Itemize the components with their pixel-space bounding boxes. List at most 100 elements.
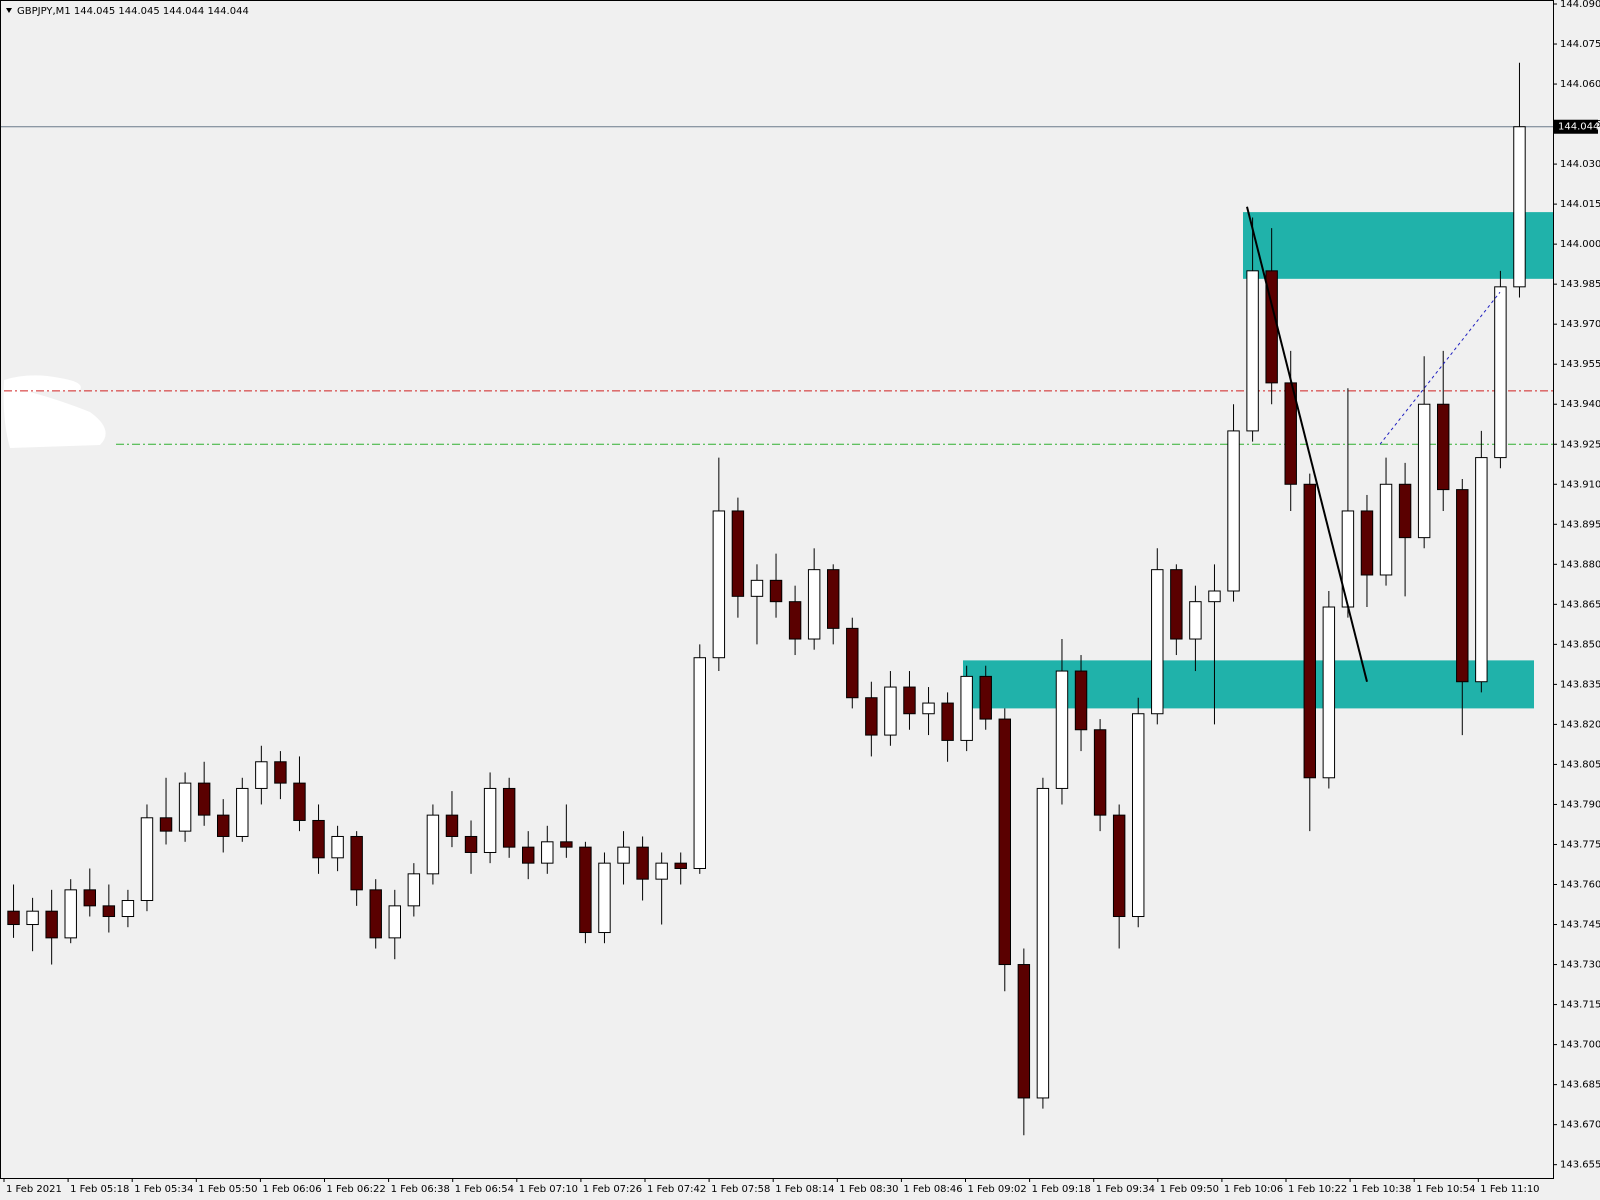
y-tick-label: 143.985: [1560, 279, 1600, 290]
x-tick-label: 1 Feb 08:30: [839, 1184, 898, 1195]
candle-body: [140, 817, 154, 902]
candle-body: [1093, 729, 1107, 816]
candle-body: [83, 889, 96, 907]
dashed-line: [1379, 291, 1501, 445]
redaction: [3, 375, 106, 448]
candle-body: [426, 814, 440, 875]
candle-body: [1151, 569, 1164, 715]
y-tick-label: 144.000: [1560, 239, 1600, 250]
candle-body: [445, 814, 459, 837]
candle-body: [750, 579, 764, 597]
candle-body: [7, 910, 20, 926]
candle-body: [1494, 286, 1507, 459]
x-tick-label: 1 Feb 11:10: [1480, 1184, 1539, 1195]
y-tick-label: 143.655: [1560, 1160, 1600, 1171]
y-tick-label: 144.015: [1560, 199, 1600, 210]
candle-body: [998, 718, 1011, 966]
candle-body: [731, 510, 745, 597]
y-tick-label: 143.925: [1560, 439, 1600, 450]
candle-body: [865, 697, 878, 736]
x-tick-label: 1 Feb 05:18: [70, 1184, 129, 1195]
x-tick-label: 1 Feb 07:10: [519, 1184, 578, 1195]
candle-body: [1398, 483, 1412, 539]
x-tick-label: 1 Feb 10:38: [1352, 1184, 1411, 1195]
candle-body: [522, 846, 535, 864]
trend-line: [1246, 206, 1368, 682]
candle-body: [693, 657, 706, 869]
y-tick-label: 143.910: [1560, 479, 1600, 490]
x-tick-label: 1 Feb 05:34: [134, 1184, 193, 1195]
candle-body: [1132, 713, 1145, 918]
x-tick-label: 1 Feb 08:14: [775, 1184, 834, 1195]
candle-body: [1189, 601, 1202, 640]
price-label: 144.044: [1558, 122, 1599, 133]
candle-body: [1074, 670, 1088, 731]
x-tick-label: 1 Feb 10:06: [1224, 1184, 1283, 1195]
candle-body: [1036, 787, 1050, 1099]
y-tick-label: 143.835: [1560, 679, 1600, 690]
y-tick-label: 143.820: [1560, 719, 1600, 730]
x-tick-label: 1 Feb 07:26: [583, 1184, 642, 1195]
candle-body: [674, 862, 687, 869]
x-tick-label: 1 Feb 09:34: [1096, 1184, 1155, 1195]
y-tick-label: 143.895: [1560, 519, 1600, 530]
y-tick-label: 143.955: [1560, 359, 1600, 370]
y-tick-label: 143.775: [1560, 839, 1600, 850]
zone: [963, 660, 1534, 709]
x-tick-label: 1 Feb 10:54: [1416, 1184, 1475, 1195]
x-tick-label: 1 Feb 09:18: [1032, 1184, 1091, 1195]
candle-body: [579, 846, 592, 934]
candle-body: [1227, 430, 1240, 592]
candle-body: [598, 862, 611, 934]
candle-body: [388, 905, 401, 939]
x-tick-label: 1 Feb 08:46: [903, 1184, 962, 1195]
y-tick-label: 143.865: [1560, 599, 1600, 610]
price-label-bg: [1554, 119, 1598, 134]
candle-body: [1170, 569, 1183, 640]
candle-body: [407, 873, 421, 907]
zone: [1243, 212, 1553, 279]
candle-body: [1017, 964, 1031, 1099]
candle-body: [255, 761, 268, 789]
candle-body: [1437, 403, 1450, 491]
candle-body: [331, 835, 344, 859]
candle-body: [121, 900, 135, 918]
candle-body: [1475, 457, 1488, 683]
candle-body: [293, 782, 306, 821]
candle-body: [769, 579, 783, 603]
candle-body: [636, 846, 649, 880]
candle-body: [617, 846, 630, 864]
x-tick-label: 1 Feb 06:54: [455, 1184, 514, 1195]
candle-body: [197, 782, 211, 816]
candle-body: [483, 787, 497, 853]
candle-body: [178, 782, 192, 832]
x-tick-label: 1 Feb 07:42: [647, 1184, 706, 1195]
candle-body: [979, 675, 992, 720]
x-tick-label: 1 Feb 10:22: [1288, 1184, 1347, 1195]
candle-body: [369, 889, 382, 939]
candle-body: [960, 675, 973, 741]
candle-body: [1360, 510, 1374, 576]
candle-body: [274, 761, 287, 784]
candle-body: [1417, 403, 1431, 539]
y-tick-label: 144.030: [1560, 159, 1600, 170]
candle-body: [1112, 814, 1126, 918]
x-tick-label: 1 Feb 2021: [6, 1184, 62, 1195]
candle-body: [560, 841, 573, 848]
y-tick-label: 144.075: [1560, 39, 1600, 50]
y-tick-label: 143.850: [1560, 639, 1600, 650]
candle-body: [1208, 590, 1221, 603]
candle-body: [1303, 483, 1316, 779]
candle-body: [64, 889, 77, 939]
candle-body: [1456, 489, 1469, 683]
title-arrow: [6, 8, 12, 13]
candle-body: [1055, 670, 1069, 789]
candle-body: [827, 569, 840, 629]
candle-body: [1246, 270, 1259, 432]
candle-body: [350, 835, 363, 891]
x-tick-label: 1 Feb 07:58: [711, 1184, 770, 1195]
candle-body: [1379, 483, 1393, 576]
y-tick-label: 143.700: [1560, 1040, 1600, 1051]
